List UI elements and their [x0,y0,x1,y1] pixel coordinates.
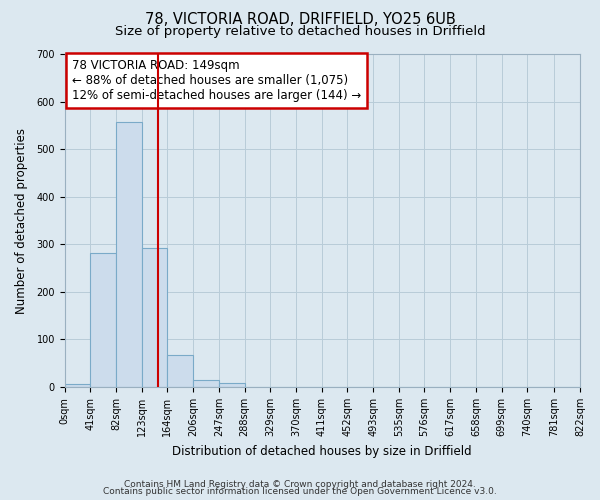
Bar [219,384,245,387]
Text: 78, VICTORIA ROAD, DRIFFIELD, YO25 6UB: 78, VICTORIA ROAD, DRIFFIELD, YO25 6UB [145,12,455,28]
Bar [90,253,116,387]
Y-axis label: Number of detached properties: Number of detached properties [15,128,28,314]
Bar [193,380,219,387]
X-axis label: Distribution of detached houses by size in Driffield: Distribution of detached houses by size … [172,444,472,458]
Bar [142,248,167,387]
Bar [65,384,90,387]
Bar [167,354,193,387]
Text: Contains public sector information licensed under the Open Government Licence v3: Contains public sector information licen… [103,488,497,496]
Text: Size of property relative to detached houses in Driffield: Size of property relative to detached ho… [115,25,485,38]
Text: Contains HM Land Registry data © Crown copyright and database right 2024.: Contains HM Land Registry data © Crown c… [124,480,476,489]
Text: 78 VICTORIA ROAD: 149sqm
← 88% of detached houses are smaller (1,075)
12% of sem: 78 VICTORIA ROAD: 149sqm ← 88% of detach… [72,59,362,102]
Bar [116,122,142,387]
